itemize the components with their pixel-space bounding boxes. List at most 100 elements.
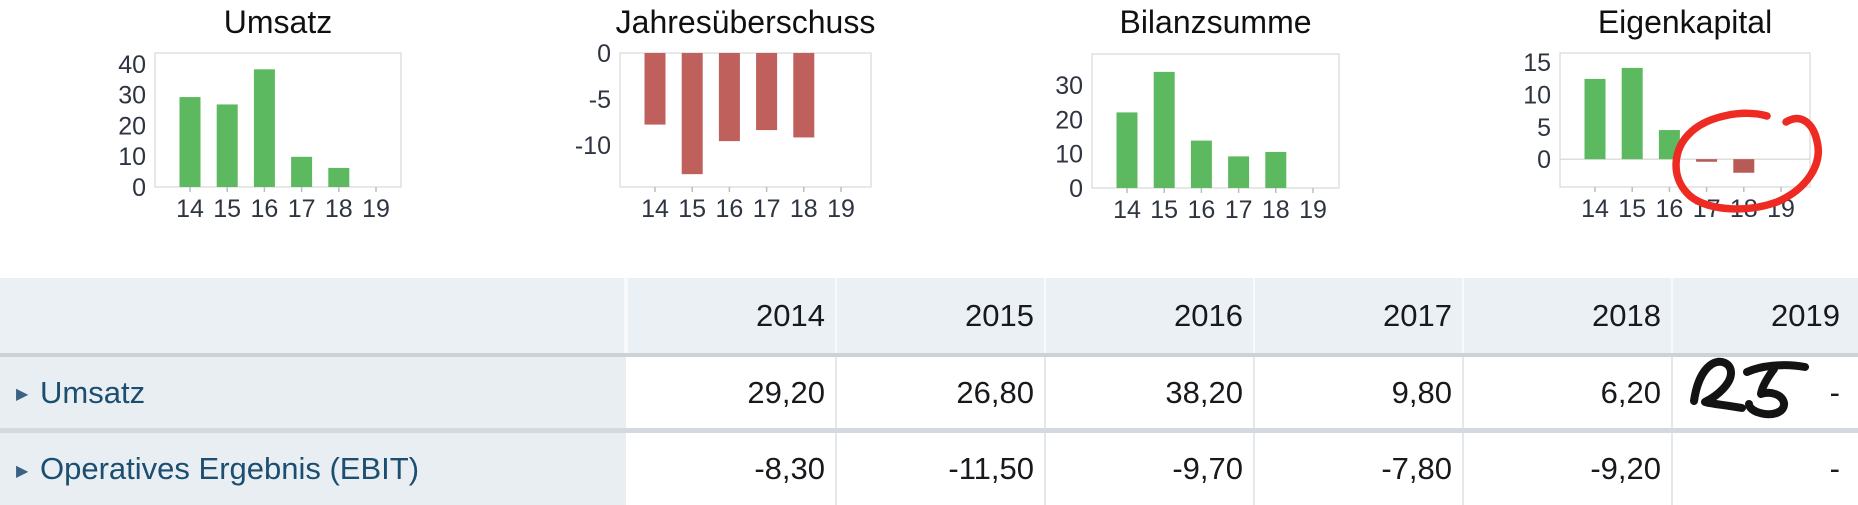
value-cell: -9,70 [1044, 433, 1253, 505]
bar-17 [1696, 159, 1718, 162]
y-tick-label: 15 [1523, 49, 1551, 77]
expand-arrow-icon[interactable]: ▶ [16, 460, 29, 480]
row-expander-cell[interactable]: ▶ Umsatz [0, 357, 626, 428]
table-header-year-2017: 2017 [1253, 278, 1462, 353]
cell-value: 38,20 [1165, 374, 1243, 410]
x-tick-label: 17 [1693, 195, 1721, 223]
year-header-label: 2014 [756, 297, 825, 333]
x-tick-label: 18 [1262, 196, 1290, 224]
y-tick-label: 0 [1069, 175, 1083, 203]
value-cell: 6,20 [1462, 357, 1671, 428]
table-header-year-2016: 2016 [1044, 278, 1253, 353]
financial-table: 2014 2015 2016 2017 2018 2019 ▶ Umsatz 29,20 26,… [0, 278, 1858, 505]
y-tick-label: -5 [589, 86, 611, 114]
value-cell: - [1671, 357, 1857, 428]
bar-16 [253, 69, 275, 187]
cell-value: - [1829, 451, 1840, 486]
cell-value: -9,20 [1590, 451, 1661, 486]
year-header-label: 2015 [965, 297, 1034, 333]
value-cell: -11,50 [835, 433, 1044, 505]
table-header-year-2018: 2018 [1462, 278, 1671, 353]
year-header-label: 2017 [1383, 297, 1452, 333]
x-tick-label: 16 [715, 195, 743, 223]
table-row-umsatz: ▶ Umsatz 29,20 26,80 38,20 9,80 6,20 - [0, 357, 1858, 433]
table-header-year-2014: 2014 [626, 278, 835, 353]
x-tick-label: 16 [250, 195, 278, 223]
y-tick-label: 0 [1537, 146, 1551, 174]
row-expander-cell[interactable]: ▶ Operatives Ergebnis (EBIT) [0, 433, 626, 505]
x-tick-label: 19 [1299, 196, 1327, 224]
bar-18 [328, 167, 350, 187]
x-tick-label: 15 [678, 195, 706, 223]
x-tick-label: 19 [362, 195, 390, 223]
bar-16 [718, 53, 740, 142]
x-tick-label: 18 [325, 195, 353, 223]
x-tick-label: 14 [1581, 195, 1609, 223]
table-header-label-cell [0, 278, 626, 353]
cell-value: -9,70 [1172, 451, 1243, 486]
value-cell: 9,80 [1253, 357, 1462, 428]
y-tick-label: 30 [1055, 72, 1083, 100]
row-label[interactable]: Umsatz [40, 374, 146, 410]
x-tick-label: 16 [1655, 195, 1683, 223]
expand-arrow-icon[interactable]: ▶ [16, 384, 29, 403]
x-tick-label: 14 [1113, 196, 1141, 224]
bar-17 [1228, 156, 1250, 188]
value-cell: -8,30 [626, 433, 835, 505]
bar-14 [644, 53, 666, 125]
value-cell: -7,80 [1253, 433, 1462, 505]
y-tick-label: 20 [1055, 106, 1083, 134]
table-header-year-2019: 2019 [1671, 278, 1857, 353]
table-header-row: 2014 2015 2016 2017 2018 2019 [0, 278, 1858, 357]
chart-eigenkapital: Eigenkapital 0 5 10 15 14 15 16 17 18 19 [1523, 4, 1811, 223]
y-tick-label: 20 [118, 112, 146, 140]
cell-value: -8,30 [754, 451, 825, 486]
x-tick-label: 15 [1150, 196, 1178, 224]
bar-17 [291, 156, 313, 187]
chart-title: Bilanzsumme [1119, 4, 1311, 40]
y-tick-label: 0 [597, 40, 611, 68]
x-tick-label: 19 [1767, 195, 1795, 223]
x-tick-label: 16 [1187, 196, 1215, 224]
y-tick-label: 40 [118, 51, 146, 79]
bar-14 [1116, 112, 1138, 188]
cell-value: 26,80 [956, 374, 1034, 410]
year-header-label: 2018 [1592, 297, 1661, 333]
x-tick-label: 17 [1225, 196, 1253, 224]
x-tick-label: 14 [641, 195, 669, 223]
cell-value: -11,50 [948, 451, 1034, 486]
value-cell: - [1671, 433, 1857, 505]
bar-15 [216, 104, 238, 187]
x-tick-label: 17 [753, 195, 781, 223]
chart-title: Umsatz [224, 4, 332, 40]
table-row-ebit: ▶ Operatives Ergebnis (EBIT) -8,30 -11,50 -9… [0, 433, 1858, 505]
cell-value: 6,20 [1600, 374, 1661, 410]
chart-title: Eigenkapital [1598, 4, 1772, 40]
value-cell: -9,20 [1462, 433, 1671, 505]
cell-value: - [1829, 374, 1840, 410]
x-tick-label: 14 [176, 195, 204, 223]
bar-15 [681, 53, 703, 175]
bar-14 [179, 97, 201, 187]
row-label[interactable]: Operatives Ergebnis (EBIT) [40, 451, 420, 486]
bar-18 [1733, 159, 1755, 173]
x-tick-label: 17 [288, 195, 316, 223]
table-body: ▶ Umsatz 29,20 26,80 38,20 9,80 6,20 - ▶ Operativ… [0, 357, 1858, 505]
value-cell: 26,80 [835, 357, 1044, 428]
cell-value: 29,20 [747, 374, 825, 410]
y-tick-label: 30 [118, 82, 146, 110]
y-tick-label: 5 [1537, 114, 1551, 142]
x-tick-label: 18 [1730, 195, 1758, 223]
bar-14 [1584, 78, 1606, 160]
bar-15 [1621, 67, 1643, 160]
bar-15 [1153, 71, 1175, 188]
x-tick-label: 15 [1618, 195, 1646, 223]
y-tick-label: 10 [1523, 81, 1551, 109]
y-tick-label: 10 [118, 143, 146, 171]
x-tick-label: 15 [213, 195, 241, 223]
y-tick-label: 10 [1055, 141, 1083, 169]
